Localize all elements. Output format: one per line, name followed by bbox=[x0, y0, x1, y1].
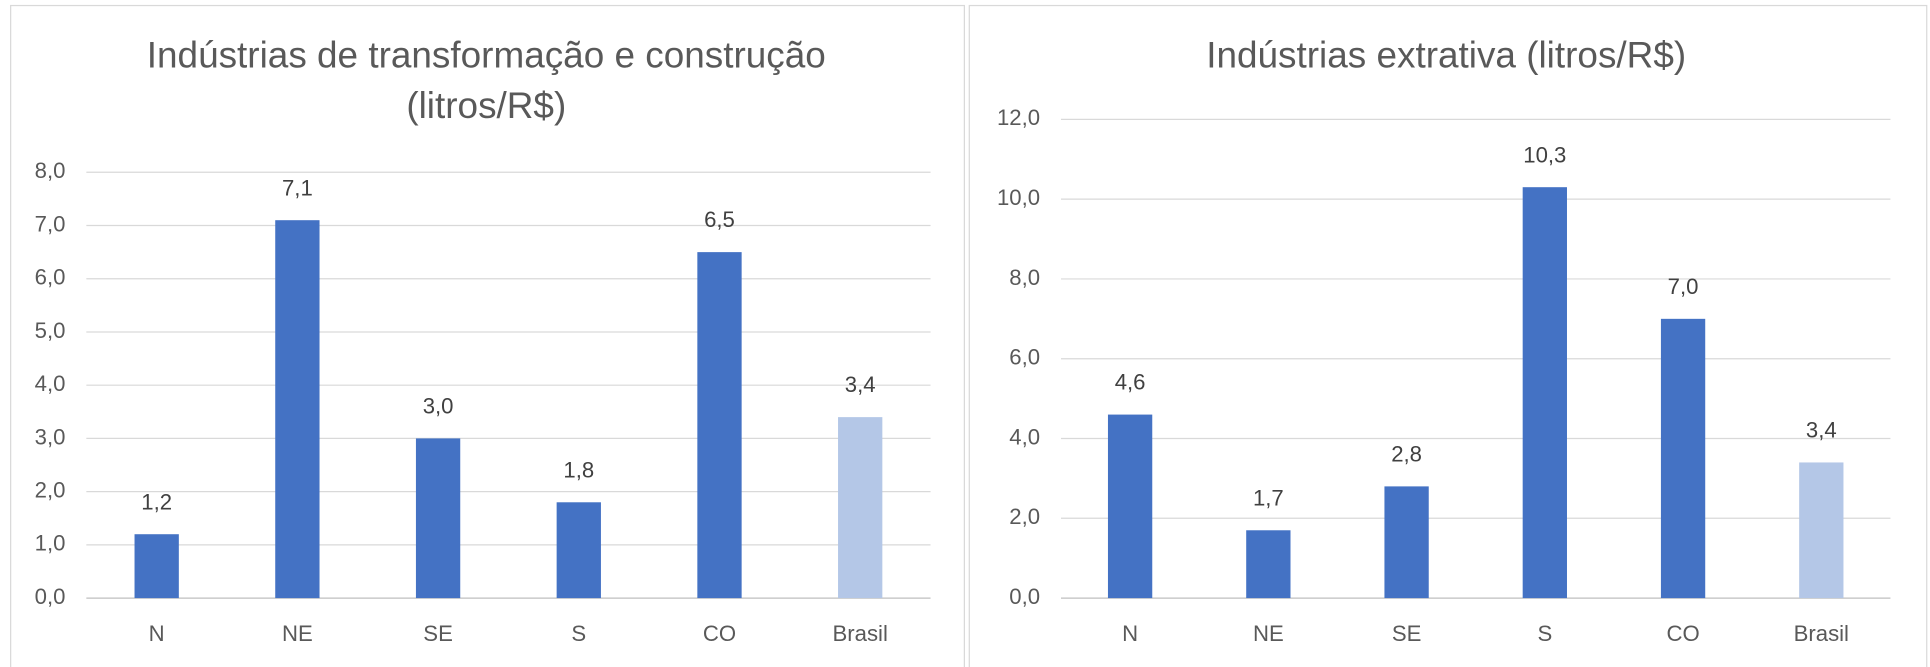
data-label: 10,3 bbox=[1523, 142, 1566, 167]
x-tick-label: N bbox=[149, 621, 165, 646]
data-label: 7,1 bbox=[282, 175, 313, 200]
y-tick-label: 8,0 bbox=[35, 158, 66, 183]
y-tick-label: 8,0 bbox=[1009, 265, 1040, 290]
bar bbox=[1384, 486, 1429, 599]
x-tick-label: CO bbox=[1666, 621, 1699, 646]
y-tick-label: 10,0 bbox=[997, 185, 1040, 210]
data-label: 1,2 bbox=[141, 489, 172, 514]
data-label: 4,6 bbox=[1115, 370, 1146, 395]
y-tick-label: 2,0 bbox=[1009, 504, 1040, 529]
data-label: 2,8 bbox=[1391, 441, 1422, 466]
bar bbox=[1660, 318, 1706, 599]
bar bbox=[275, 220, 320, 599]
x-tick-label: N bbox=[1122, 621, 1138, 646]
x-tick-label: SE bbox=[423, 621, 453, 646]
bar bbox=[1246, 530, 1291, 599]
x-tick-label: S bbox=[1537, 621, 1552, 646]
y-tick-label: 4,0 bbox=[35, 371, 66, 396]
y-tick-label: 6,0 bbox=[35, 265, 66, 290]
y-tick-label: 1,0 bbox=[35, 531, 66, 556]
y-tick-label: 3,0 bbox=[35, 424, 66, 449]
x-tick-label: S bbox=[571, 621, 586, 646]
y-tick-label: 4,0 bbox=[1009, 424, 1040, 449]
bar bbox=[1107, 414, 1153, 599]
chart-title: (litros/R$) bbox=[406, 85, 566, 126]
data-label: 1,8 bbox=[563, 457, 594, 482]
y-tick-label: 0,0 bbox=[1009, 584, 1040, 609]
bar bbox=[838, 417, 883, 599]
y-tick-label: 0,0 bbox=[35, 584, 66, 609]
x-tick-label: NE bbox=[282, 621, 313, 646]
x-tick-label: NE bbox=[1253, 621, 1284, 646]
bar bbox=[697, 252, 742, 599]
chart-title: Indústrias de transformação e construção bbox=[147, 35, 826, 76]
data-label: 6,5 bbox=[704, 207, 735, 232]
x-tick-label: SE bbox=[1392, 621, 1422, 646]
bar bbox=[134, 534, 179, 599]
y-tick-label: 2,0 bbox=[35, 477, 66, 502]
x-tick-label: CO bbox=[703, 621, 736, 646]
data-label: 7,0 bbox=[1668, 274, 1699, 299]
bar bbox=[415, 438, 461, 599]
data-label: 1,7 bbox=[1253, 485, 1284, 510]
data-label: 3,4 bbox=[1806, 418, 1837, 443]
bar bbox=[556, 502, 601, 599]
chart-title: Indústrias extrativa (litros/R$) bbox=[1206, 35, 1686, 76]
bar bbox=[1522, 187, 1567, 599]
y-tick-label: 12,0 bbox=[997, 105, 1040, 130]
y-tick-label: 7,0 bbox=[35, 211, 66, 236]
y-tick-label: 5,0 bbox=[35, 318, 66, 343]
x-tick-label: Brasil bbox=[833, 621, 888, 646]
y-tick-label: 6,0 bbox=[1009, 345, 1040, 370]
data-label: 3,4 bbox=[845, 372, 876, 397]
x-tick-label: Brasil bbox=[1794, 621, 1849, 646]
bar bbox=[1799, 462, 1844, 599]
data-label: 3,0 bbox=[423, 393, 454, 418]
